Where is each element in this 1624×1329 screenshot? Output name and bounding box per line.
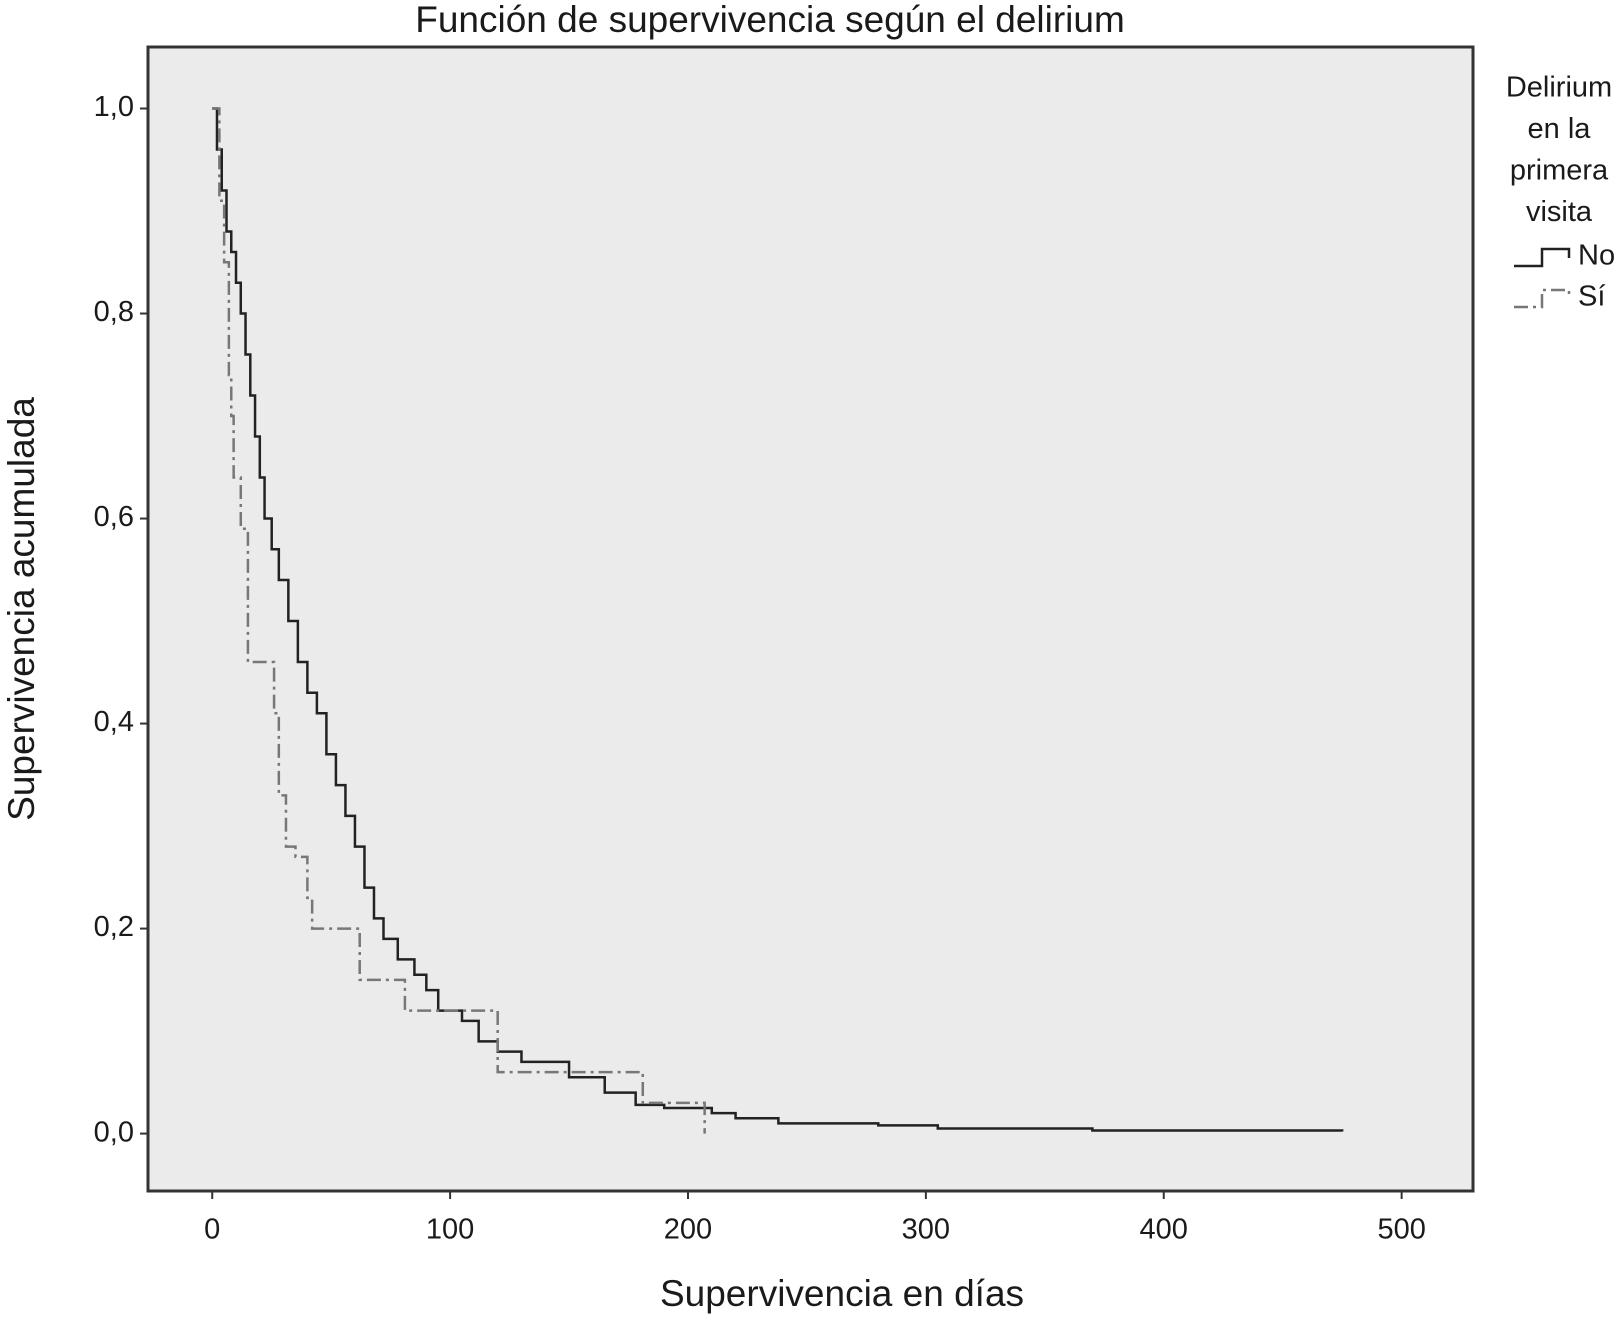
y-tick-label: 0,0 (94, 1116, 134, 1148)
x-tick-label: 200 (664, 1214, 712, 1246)
y-axis-title: Supervivencia acumulada (1, 397, 42, 821)
survival-line (212, 107, 706, 1134)
x-tick-label: 300 (902, 1214, 950, 1246)
y-tick-label: 0,8 (94, 296, 134, 328)
legend-label: Sí (1578, 281, 1605, 313)
y-tick-label: 0,2 (94, 911, 134, 943)
legend-title: en la (1528, 113, 1592, 145)
x-tick-label: 0 (204, 1214, 220, 1246)
chart-title: Función de supervivencia según el deliri… (415, 0, 1125, 40)
y-tick-label: 0,6 (94, 501, 134, 533)
legend-title: Delirium (1506, 72, 1612, 104)
x-tick-label: 500 (1377, 1214, 1425, 1246)
x-tick-label: 400 (1140, 1214, 1188, 1246)
y-tick-label: 0,4 (94, 706, 134, 738)
legend-title: visita (1526, 196, 1593, 228)
legend-label: No (1578, 240, 1615, 272)
survival-line (212, 107, 1344, 1132)
plot-border (146, 45, 1475, 1193)
x-axis-title: Supervivencia en días (660, 1273, 1024, 1314)
y-tick-label: 1,0 (94, 91, 134, 123)
legend-title: primera (1510, 155, 1609, 187)
legend-swatch (1514, 288, 1571, 309)
x-tick-label: 100 (426, 1214, 474, 1246)
plot-area (148, 47, 1473, 1191)
legend-swatch (1514, 247, 1571, 268)
